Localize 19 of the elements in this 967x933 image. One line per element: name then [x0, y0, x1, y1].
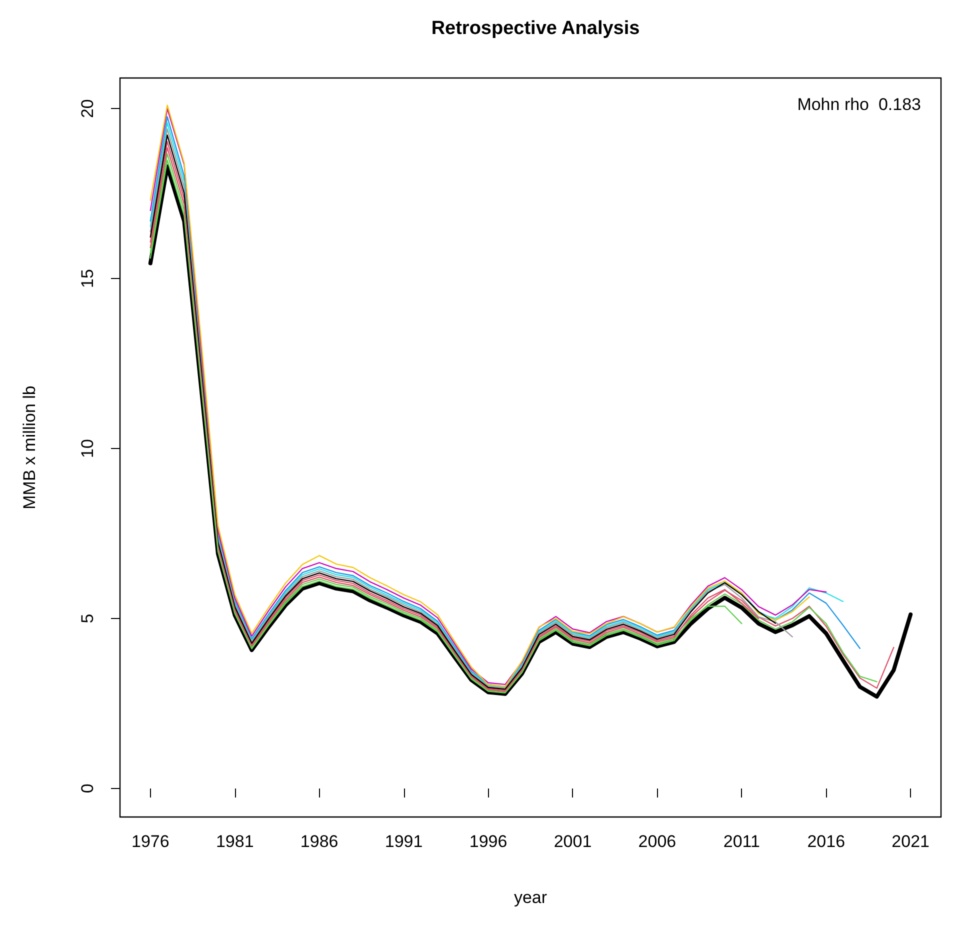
y-tick-label: 0 — [78, 784, 97, 794]
y-tick-label: 15 — [78, 269, 97, 288]
x-tick-label: 2001 — [554, 832, 592, 851]
y-axis-title: MMB x million lb — [20, 386, 39, 510]
x-tick-label: 1996 — [469, 832, 508, 851]
x-tick-label: 1976 — [131, 832, 170, 851]
y-tick-label: 20 — [78, 99, 97, 118]
y-tick-label: 5 — [78, 614, 97, 624]
y-tick-label: 10 — [78, 439, 97, 458]
chart-title: Retrospective Analysis — [431, 18, 640, 39]
x-tick-label: 2011 — [723, 832, 760, 851]
x-tick-label: 2021 — [892, 832, 930, 851]
x-axis-title: year — [514, 888, 548, 907]
x-tick-label: 1981 — [216, 832, 254, 851]
annotation: Mohn rho 0.183 — [797, 95, 922, 114]
x-tick-label: 1991 — [384, 832, 423, 851]
x-tick-label: 2006 — [638, 832, 676, 851]
x-tick-label: 1986 — [300, 832, 338, 851]
x-tick-label: 2016 — [807, 832, 846, 851]
